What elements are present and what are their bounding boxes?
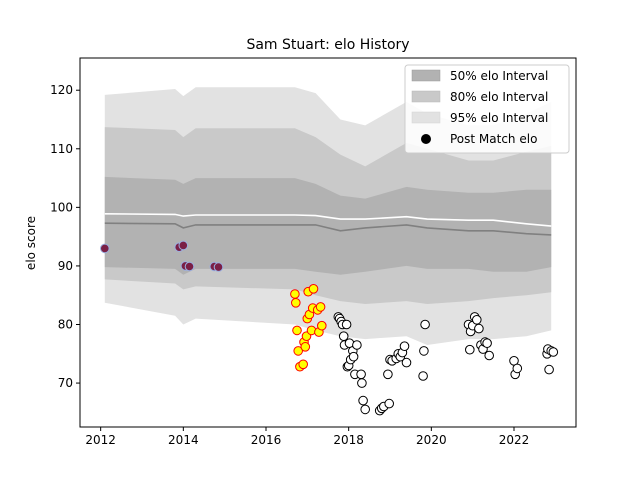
data-point-yellow: [291, 298, 301, 308]
data-point-yellow: [315, 302, 326, 312]
data-point-yellow: [298, 359, 309, 370]
x-tick-label: 2018: [333, 433, 364, 447]
y-tick-label: 80: [58, 318, 73, 332]
data-point-white: [356, 369, 366, 380]
y-tick-label: 120: [50, 83, 73, 97]
data-point-white: [484, 350, 495, 361]
x-axis-ticks: 2012 2014 2016 2018 2020 2022: [85, 427, 529, 447]
trend-lines: [104, 213, 552, 236]
chart-title: Sam Stuart: elo History: [246, 37, 409, 53]
legend-frame: [404, 64, 570, 154]
data-point-yellow: [300, 342, 311, 352]
data-point-white: [419, 346, 429, 356]
data-point-white: [384, 398, 395, 409]
y-tick-label: 110: [50, 142, 73, 156]
data-point-yellow: [292, 325, 302, 336]
data-point-white: [360, 404, 371, 415]
y-axis-label: elo score: [24, 216, 38, 270]
mean-line: [104, 213, 552, 227]
data-point-white: [383, 369, 393, 380]
data-point-white: [357, 378, 367, 388]
data-point-white: [512, 363, 523, 374]
data-point-yellow: [317, 320, 327, 331]
y-tick-label: 90: [58, 259, 73, 273]
x-tick-label: 2022: [499, 433, 530, 447]
data-point-yellow: [308, 284, 319, 294]
data-point-white: [348, 351, 359, 362]
data-point-dark: [184, 261, 195, 272]
data-point-yellow: [293, 346, 304, 356]
data-point-white: [544, 364, 554, 375]
y-tick-label: 100: [50, 200, 73, 214]
data-point-white: [338, 331, 349, 342]
legend-label-95: 95% elo Interval: [450, 111, 548, 125]
band-50-percent: [104, 176, 552, 275]
legend: 50% elo Interval 80% elo Interval 95% el…: [404, 64, 570, 154]
legend-swatch-80: [411, 90, 441, 103]
legend-label-post-match: Post Match elo: [450, 132, 537, 146]
legend-swatch-50: [411, 69, 441, 82]
data-point-white: [474, 323, 484, 334]
data-point-white: [482, 338, 492, 349]
data-point-yellow: [290, 289, 300, 299]
median-line: [104, 222, 552, 236]
data-point-white: [358, 395, 368, 406]
legend-label-50: 50% elo Interval: [450, 69, 548, 83]
y-tick-label: 70: [58, 376, 73, 390]
legend-marker-post-match: [421, 134, 431, 144]
legend-label-80: 80% elo Interval: [450, 90, 548, 104]
legend-swatch-95: [411, 111, 441, 124]
x-tick-label: 2012: [85, 433, 116, 447]
data-point-white: [399, 341, 410, 352]
data-point-white: [465, 344, 475, 355]
data-point-white: [472, 315, 482, 325]
x-tick-label: 2020: [416, 433, 447, 447]
x-tick-label: 2014: [168, 433, 199, 447]
post-match-points: [100, 240, 559, 416]
x-tick-label: 2016: [251, 433, 282, 447]
y-axis-ticks: 70 80 90 100 110 120: [50, 83, 80, 390]
data-point-white: [341, 319, 352, 330]
data-point-white: [548, 347, 559, 357]
data-point-dark: [178, 240, 189, 251]
data-point-dark: [213, 262, 224, 272]
data-point-white: [420, 319, 430, 330]
data-point-dark: [100, 243, 110, 254]
axes-frame: [79, 57, 577, 428]
data-point-white: [418, 371, 428, 381]
data-point-white: [352, 340, 362, 350]
data-point-white: [401, 357, 412, 368]
